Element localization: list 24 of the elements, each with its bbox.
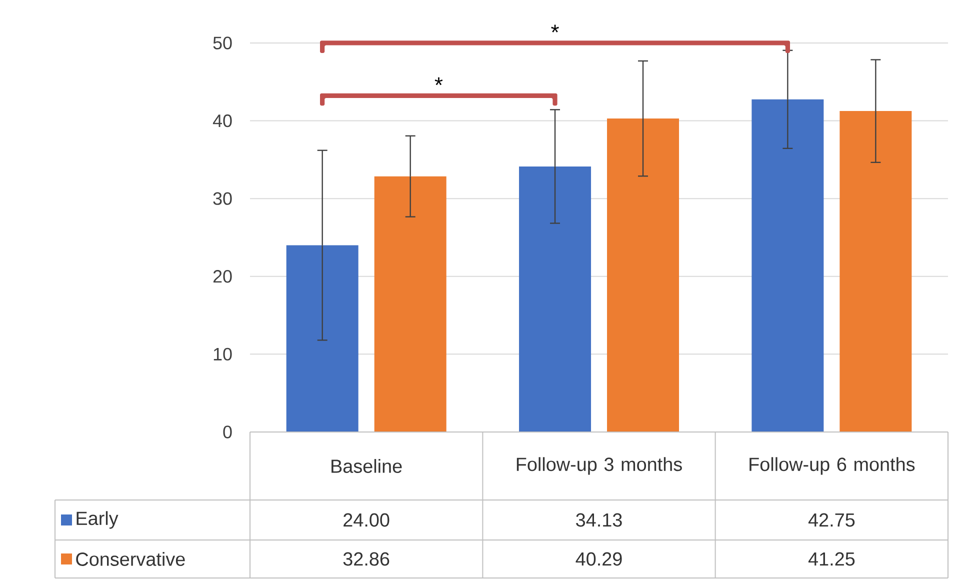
text: *: [551, 24, 559, 32]
data-label: 24.00: [344, 513, 390, 527]
bar: [607, 118, 680, 432]
y-tick-label: 30: [213, 192, 232, 205]
data-label: 34.13: [576, 513, 622, 527]
bar: [752, 99, 824, 432]
y-tick-label: 40: [212, 114, 232, 128]
x-tick-label: Baseline: [332, 459, 402, 473]
annotation: *: [434, 77, 443, 86]
bar: [374, 176, 446, 432]
y-tick-label: 50: [213, 36, 232, 50]
data-label: 41.25: [808, 552, 855, 566]
y-tick-label: 0: [223, 426, 232, 438]
legend-label: Early: [76, 511, 118, 529]
x-tick-label: Follow-up 6 months: [750, 457, 915, 475]
x-tick-label: Follow-up 3 months: [516, 457, 682, 475]
y-tick-label: 20: [213, 270, 232, 283]
data-label: 40.29: [576, 552, 622, 566]
bar: [519, 166, 592, 432]
y-tick-label: 10: [214, 348, 232, 361]
data-label: 32.86: [343, 552, 390, 566]
legend-label: Conservative: [76, 552, 185, 566]
bar: [840, 111, 912, 432]
data-label: 42.75: [808, 513, 855, 527]
